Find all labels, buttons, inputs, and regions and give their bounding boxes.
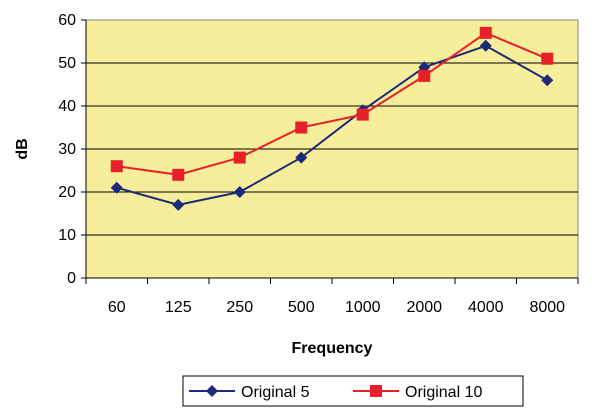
legend-entry: Original 5 — [189, 384, 310, 401]
legend-marker — [206, 385, 218, 397]
legend: Original 5 Original 10 — [182, 375, 524, 407]
series-2 — [110, 26, 554, 181]
data-point — [233, 186, 246, 198]
series-line — [116, 31, 548, 176]
legend-entry: Original 10 — [353, 384, 482, 401]
y-tick-label: 30 — [58, 141, 76, 158]
data-point — [172, 198, 185, 211]
legend-label: Original 10 — [405, 384, 482, 401]
data-point — [172, 168, 185, 181]
data-point — [541, 52, 554, 65]
legend-label: Original 5 — [241, 384, 310, 401]
series-line — [116, 44, 548, 206]
data-point — [110, 160, 123, 173]
y-tick-label: 40 — [58, 98, 76, 115]
data-point — [479, 39, 492, 52]
y-tick-label: 20 — [58, 184, 76, 201]
y-tick-labels: 0 10 20 30 40 50 60 — [58, 12, 76, 287]
gridlines — [86, 62, 578, 236]
axes — [81, 19, 579, 284]
y-tick-label: 50 — [58, 55, 76, 72]
data-point — [356, 108, 369, 121]
data-point — [233, 151, 246, 164]
data-point — [295, 121, 308, 134]
data-point — [110, 181, 123, 194]
x-tick-label: 4000 — [468, 299, 504, 316]
x-tick-label: 8000 — [529, 299, 565, 316]
data-point — [541, 74, 554, 87]
y-tick-label: 60 — [58, 12, 76, 29]
data-point — [295, 151, 308, 164]
y-tick-label: 0 — [67, 270, 76, 287]
x-axis-title: Frequency — [292, 340, 373, 357]
x-tick-label: 250 — [226, 299, 253, 316]
y-axis-title: dB — [14, 138, 31, 159]
x-tick-labels: 60 125 250 500 1000 2000 4000 8000 — [108, 299, 565, 316]
y-tick-label: 10 — [58, 227, 76, 244]
data-point — [418, 69, 431, 82]
x-tick-label: 60 — [108, 299, 126, 316]
series-group — [110, 26, 554, 211]
x-tick-label: 1000 — [345, 299, 381, 316]
x-tick-label: 500 — [288, 299, 315, 316]
x-tick-label: 2000 — [406, 299, 442, 316]
legend-marker — [370, 385, 382, 397]
data-point — [479, 26, 492, 39]
x-tick-label: 125 — [165, 299, 192, 316]
